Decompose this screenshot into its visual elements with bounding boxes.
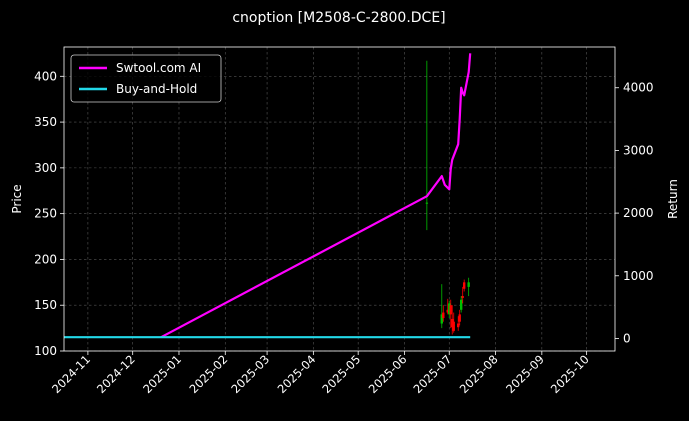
legend-label-strategy: Swtool.com AI bbox=[116, 61, 201, 75]
y-tick-label: 350 bbox=[34, 115, 57, 129]
y-axis-label: Price bbox=[10, 184, 24, 213]
x-tick-label: 2024-11 bbox=[49, 352, 93, 396]
legend: Swtool.com AI Buy-and-Hold bbox=[70, 54, 222, 103]
x-tick-label: 2025-02 bbox=[187, 352, 231, 396]
y-tick-label: 400 bbox=[34, 69, 57, 83]
candle-body bbox=[449, 305, 452, 315]
y-tick-label: 250 bbox=[34, 207, 57, 221]
y2-tick-label: 0 bbox=[623, 331, 631, 345]
candle-body bbox=[467, 282, 470, 287]
x-tick-label: 2025-04 bbox=[275, 352, 319, 396]
x-tick-label: 2024-12 bbox=[94, 352, 138, 396]
candle-body bbox=[461, 296, 464, 298]
series-lines bbox=[64, 53, 472, 339]
candle-body bbox=[457, 323, 460, 328]
y-tick-label: 100 bbox=[34, 344, 57, 358]
candle-body bbox=[458, 314, 461, 322]
y2-tick-label: 2000 bbox=[623, 206, 654, 220]
candle-body bbox=[451, 318, 454, 328]
chart-title: cnoption [M2508-C-2800.DCE] bbox=[232, 10, 445, 26]
legend-label-benchmark: Buy-and-Hold bbox=[116, 82, 197, 96]
y-axis-price: 100 150 200 250 300 350 400 bbox=[34, 69, 64, 358]
line-swtool-ai bbox=[160, 53, 472, 339]
candle-body bbox=[425, 202, 429, 204]
candle-body bbox=[446, 309, 449, 313]
y2-tick-label: 1000 bbox=[623, 269, 654, 283]
candle-body bbox=[462, 282, 466, 289]
y2-axis-label: Return bbox=[666, 179, 680, 219]
legend-box bbox=[70, 54, 222, 103]
x-tick-label: 2025-03 bbox=[228, 352, 272, 396]
y-tick-label: 200 bbox=[34, 252, 57, 266]
x-tick-label: 2025-05 bbox=[319, 352, 363, 396]
x-tick-label: 2025-09 bbox=[503, 352, 547, 396]
plot-frame bbox=[63, 46, 616, 352]
candle-body bbox=[440, 314, 443, 324]
x-tick-label: 2025-10 bbox=[548, 352, 592, 396]
candle-body bbox=[452, 321, 455, 331]
x-tick-label: 2025-06 bbox=[366, 352, 410, 396]
x-tick-label: 2025-08 bbox=[457, 352, 501, 396]
candlesticks bbox=[425, 60, 470, 335]
candle-body bbox=[448, 303, 451, 315]
y-tick-label: 300 bbox=[34, 161, 57, 175]
candle-body bbox=[459, 299, 463, 310]
x-tick-label: 2025-07 bbox=[410, 352, 454, 396]
y-axis-return: 0 1000 2000 3000 4000 bbox=[615, 81, 654, 345]
x-tick-label: 2025-01 bbox=[140, 352, 184, 396]
y2-tick-label: 4000 bbox=[623, 81, 654, 95]
candle-body bbox=[442, 312, 445, 319]
y-tick-label: 150 bbox=[34, 298, 57, 312]
y2-tick-label: 3000 bbox=[623, 143, 654, 157]
